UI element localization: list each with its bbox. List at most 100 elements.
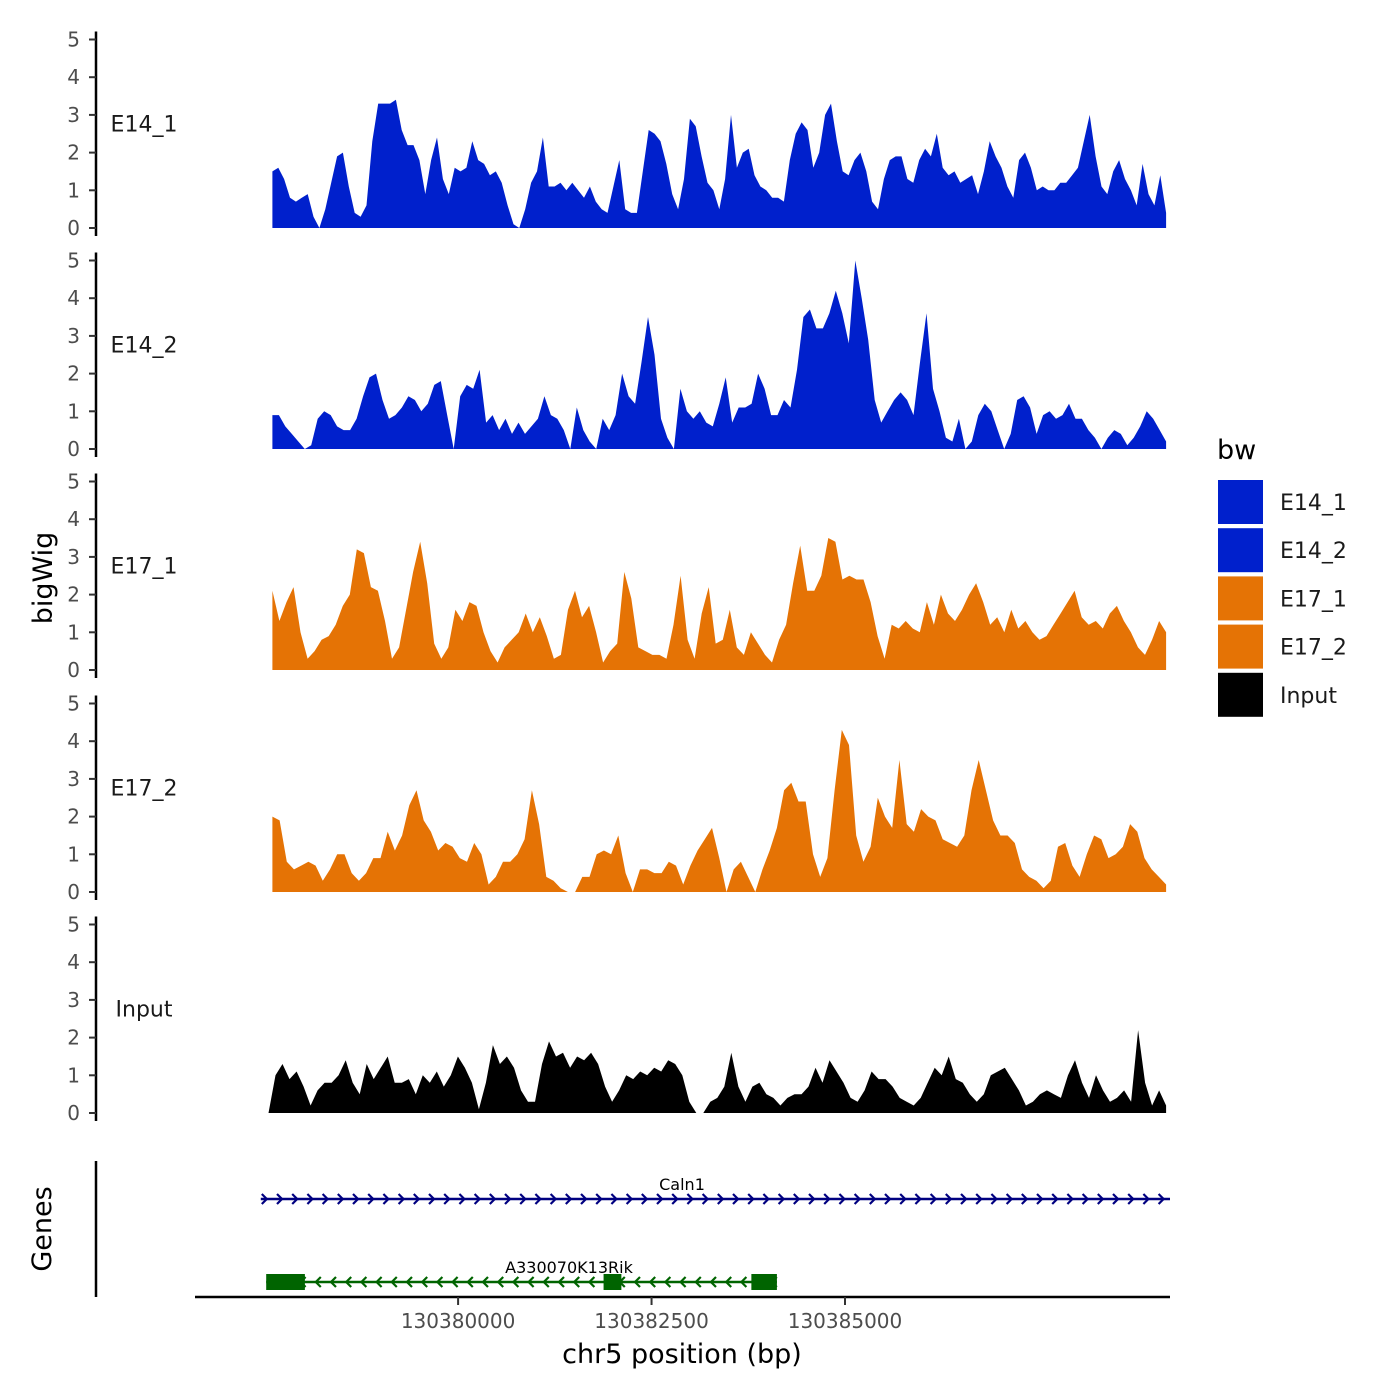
y-tick-label: 0 — [67, 1101, 80, 1125]
strand-arrow — [504, 1193, 512, 1205]
legend-label: E14_1 — [1280, 491, 1347, 516]
track-e14-1: 0 1 2 3 4 5 E14_1 — [67, 28, 1167, 240]
strand-arrow — [732, 1193, 740, 1205]
strand-arrow — [466, 1276, 474, 1288]
y-tick-label: 2 — [67, 583, 80, 607]
strand-arrow — [747, 1193, 755, 1205]
legend-item-e14-1: E14_1 — [1218, 480, 1347, 524]
legend-swatch — [1218, 480, 1263, 524]
strand-arrow — [838, 1193, 846, 1205]
legend-swatch — [1218, 624, 1263, 669]
x-tick-label: 130382500 — [594, 1309, 709, 1333]
y-tick-label: 1 — [67, 178, 80, 202]
strand-arrow — [1157, 1193, 1166, 1205]
strand-arrow — [724, 1276, 732, 1288]
legend-swatch — [1218, 528, 1263, 573]
strand-arrow — [261, 1193, 269, 1205]
legend-swatch — [1218, 576, 1263, 621]
strand-arrow — [542, 1276, 550, 1288]
legend-label: E17_2 — [1280, 636, 1347, 661]
y-tick-label: 0 — [67, 880, 80, 904]
strand-arrow — [808, 1193, 816, 1205]
track-label: E17_2 — [111, 777, 178, 802]
strand-arrow — [990, 1193, 998, 1205]
strand-arrow — [420, 1276, 428, 1288]
strand-arrow — [717, 1193, 725, 1205]
strand-arrow — [929, 1193, 938, 1205]
y-tick-label: 1 — [67, 620, 80, 644]
strand-arrow — [565, 1193, 573, 1205]
x-tick-label: 130385000 — [788, 1309, 903, 1333]
strand-arrow — [587, 1276, 596, 1288]
strand-arrow — [960, 1193, 968, 1205]
x-axis: 130380000 130382500 130385000 chr5 positio… — [195, 1295, 1170, 1370]
gene-a330070k13rik: A330070K13Rik — [266, 1258, 778, 1290]
y-tick-label: 0 — [67, 216, 80, 240]
exon — [751, 1274, 777, 1290]
strand-arrow — [656, 1193, 664, 1205]
strand-arrow — [367, 1193, 375, 1205]
y-tick-label: 2 — [67, 1026, 80, 1050]
strand-arrow — [1021, 1193, 1029, 1205]
strand-arrow — [610, 1193, 618, 1205]
legend-label: E14_2 — [1280, 539, 1347, 564]
track-label: E14_2 — [111, 334, 178, 359]
strand-arrow — [762, 1193, 770, 1205]
y-tick-label: 2 — [67, 141, 80, 165]
strand-arrow — [975, 1193, 983, 1205]
strand-arrow — [1051, 1193, 1059, 1205]
bigwig-tracks: 0 1 2 3 4 5 E14_1 0 1 2 3 4 5 E14_2 0 1 2 3 4 5 E17_1 0 1 2 3 4 5 E… — [67, 28, 1167, 1125]
y-tick-label: 2 — [67, 362, 80, 386]
strand-arrow — [679, 1276, 687, 1288]
strand-arrow — [1081, 1193, 1090, 1205]
strand-arrow — [496, 1276, 504, 1288]
strand-arrow — [1112, 1193, 1120, 1205]
legend-item-e14-2: E14_2 — [1218, 528, 1347, 573]
strand-arrow — [428, 1193, 436, 1205]
strand-arrow — [451, 1276, 459, 1288]
area-e14-2 — [272, 260, 1167, 449]
strand-arrow — [557, 1276, 565, 1288]
track-label: E17_1 — [111, 555, 178, 580]
y-tick-label: 1 — [67, 399, 80, 423]
track-input: 0 1 2 3 4 5 Input — [67, 913, 1167, 1125]
strand-arrow — [1097, 1193, 1105, 1205]
y-tick-label: 5 — [67, 28, 80, 52]
strand-arrow — [352, 1193, 360, 1205]
strand-arrow — [1005, 1193, 1014, 1205]
strand-arrow — [580, 1193, 588, 1205]
gene-label: A330070K13Rik — [505, 1258, 633, 1277]
x-tick-label: 130380000 — [401, 1309, 516, 1333]
strand-arrow — [375, 1276, 383, 1288]
strand-arrow — [481, 1276, 489, 1288]
strand-arrow — [869, 1193, 877, 1205]
strand-arrow — [823, 1193, 831, 1205]
strand-arrow — [648, 1276, 656, 1288]
y-tick-label: 4 — [67, 286, 80, 310]
strand-arrow — [1036, 1193, 1044, 1205]
strand-arrow — [739, 1276, 748, 1288]
strand-arrow — [519, 1193, 527, 1205]
strand-arrow — [777, 1193, 786, 1205]
strand-arrow — [344, 1276, 352, 1288]
strand-arrow — [390, 1276, 398, 1288]
strand-arrow — [321, 1193, 330, 1205]
legend-label: E17_1 — [1280, 587, 1347, 612]
strand-arrow — [1142, 1193, 1150, 1205]
strand-arrow — [473, 1193, 482, 1205]
strand-arrow — [701, 1193, 710, 1205]
y-tick-label: 5 — [67, 470, 80, 494]
area-input — [268, 1030, 1167, 1113]
y-tick-label: 3 — [67, 103, 80, 127]
strand-arrow — [397, 1193, 406, 1205]
y-tick-label: 5 — [67, 913, 80, 937]
area-e17-2 — [272, 729, 1167, 892]
strand-arrow — [458, 1193, 466, 1205]
y-tick-label: 3 — [67, 767, 80, 791]
exon — [603, 1274, 622, 1290]
exon — [266, 1274, 305, 1290]
gene-caln1: Caln1 — [260, 1175, 1170, 1205]
strand-arrow — [884, 1193, 892, 1205]
strand-arrow — [641, 1193, 649, 1205]
strand-arrow — [572, 1276, 580, 1288]
